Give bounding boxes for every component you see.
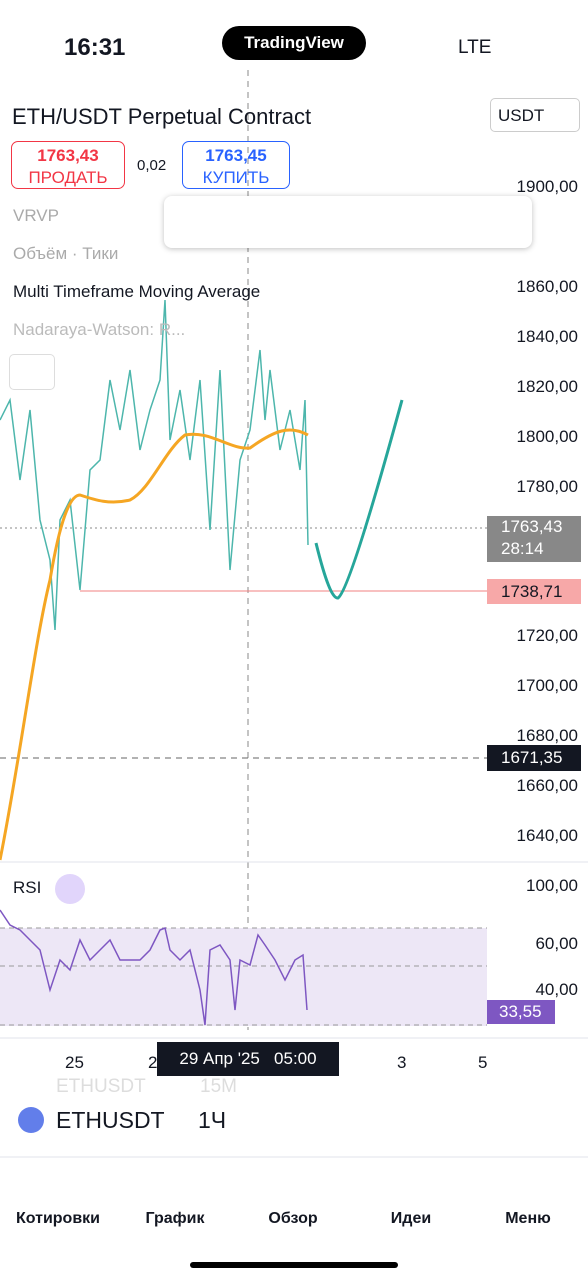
indicator[interactable]: Объём · Тики	[13, 244, 119, 263]
status-time: 16:31	[64, 34, 126, 61]
indicator[interactable]: Multi Timeframe Moving Average	[13, 282, 261, 301]
toolbar-interval[interactable]: 1Ч	[198, 1107, 227, 1133]
level-price: 1738,71	[487, 579, 581, 604]
price-tick: 1840,00	[516, 327, 578, 346]
buy-price: 1763,45	[205, 146, 267, 165]
current-price-value: 1763,43	[501, 517, 563, 536]
rsi-refresh[interactable]	[55, 874, 85, 904]
spread: 0,02	[137, 157, 167, 174]
buy-label: КУПИТЬ	[202, 168, 270, 187]
currency-select[interactable]: USDT	[490, 98, 580, 132]
time-tick: 5	[478, 1053, 488, 1072]
drawing	[314, 399, 404, 600]
symbol-title[interactable]: ETH/USDT Perpetual Contract	[12, 104, 312, 129]
price-tick: 1720,00	[516, 626, 578, 645]
drawing-toolbar[interactable]	[164, 196, 532, 248]
price-tick: 1680,00	[516, 726, 578, 745]
ghost-interval: 15М	[200, 1076, 237, 1097]
sell-label: ПРОДАТЬ	[28, 168, 108, 187]
nav-item[interactable]: График	[145, 1210, 205, 1227]
cursor-price: 1671,35	[487, 745, 581, 771]
time-tick: 2	[148, 1053, 158, 1072]
rsi-value: 33,55	[487, 1000, 555, 1024]
sell-price: 1763,43	[37, 146, 99, 165]
toolbar-symbol[interactable]: ETHUSDT	[56, 1107, 165, 1133]
price-tick: 1780,00	[516, 477, 578, 496]
rsi-line	[0, 909, 308, 1026]
rsi-label: RSI	[13, 878, 42, 897]
sell-button[interactable]: 1763,43 ПРОДАТЬ	[11, 141, 125, 189]
nav-item[interactable]: Меню	[505, 1210, 551, 1227]
price-tick: 1900,00	[516, 177, 578, 196]
collapse-button[interactable]	[9, 354, 55, 390]
rsi-tick: 100,00	[526, 876, 578, 895]
time-tick: 25	[65, 1053, 84, 1072]
price-tick: 1860,00	[516, 277, 578, 296]
price-tick: 1660,00	[516, 776, 578, 795]
countdown: 28:14	[501, 539, 544, 558]
price-tick: 1800,00	[516, 427, 578, 446]
current-price: 1763,43 28:14	[487, 516, 581, 562]
brand: TradingView	[222, 26, 366, 60]
rsi-tick: 40,00	[535, 980, 578, 999]
moving-average	[0, 428, 309, 861]
ghost-symbol: ETHUSDT	[56, 1076, 146, 1097]
symbol-icon	[18, 1107, 44, 1133]
price-tick: 1640,00	[516, 826, 578, 845]
nav-item[interactable]: Котировки	[15, 1210, 101, 1227]
network: LTE	[458, 37, 492, 58]
price-tick: 1820,00	[516, 377, 578, 396]
time-tick: 3	[397, 1053, 407, 1072]
buy-button[interactable]: 1763,45 КУПИТЬ	[182, 141, 290, 189]
indicator[interactable]: Nadaraya-Watson: R...	[13, 320, 186, 339]
price-tick: 1700,00	[516, 676, 578, 695]
candles	[0, 299, 309, 631]
nav-item[interactable]: Обзор	[268, 1210, 318, 1227]
indicator[interactable]: VRVP	[13, 206, 59, 225]
nav-item[interactable]: Идеи	[390, 1210, 432, 1227]
time-cursor: 29 Апр '25 05:00	[157, 1042, 339, 1076]
rsi-tick: 60,00	[535, 934, 578, 953]
